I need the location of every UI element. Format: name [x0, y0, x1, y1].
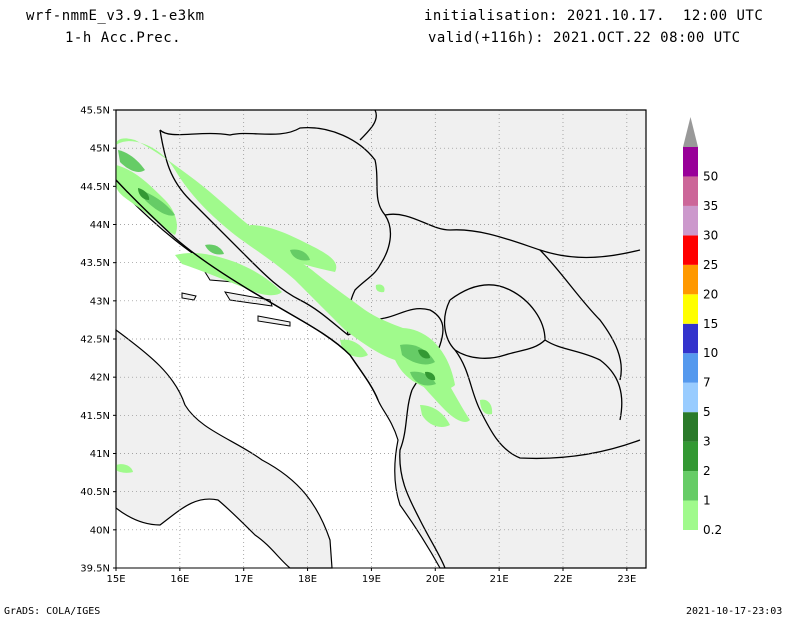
valid-time: valid(+116h): 2021.OCT.22 08:00 UTC: [428, 30, 741, 46]
colorbar-segment: [683, 147, 698, 177]
colorbar-segment: [683, 323, 698, 354]
lat-tick-label: 45N: [90, 144, 110, 155]
colorbar-segment: [683, 264, 698, 295]
colorbar-segment: [683, 353, 698, 383]
colorbar-segment: [683, 382, 698, 413]
lon-tick-label: 19E: [362, 574, 381, 585]
colorbar-label: 30: [703, 228, 718, 242]
colorbar-segment: [683, 500, 698, 530]
lon-tick-label: 16E: [170, 574, 189, 585]
colorbar-label: 5: [703, 405, 711, 419]
lon-tick-label: 17E: [234, 574, 253, 585]
longitude-labels: 15E 16E 17E 18E 19E 20E 21E 22E 23E: [106, 568, 636, 585]
product-name: 1-h Acc.Prec.: [65, 30, 182, 46]
lat-tick-label: 39.5N: [80, 564, 110, 575]
colorbar-label: 25: [703, 258, 718, 272]
precipitation-field: [116, 138, 493, 473]
lat-tick-label: 43.5N: [80, 258, 110, 269]
lon-tick-label: 20E: [426, 574, 445, 585]
lat-tick-label: 42.5N: [80, 335, 110, 346]
lat-tick-label: 45.5N: [80, 106, 110, 117]
lat-tick-label: 44N: [90, 220, 110, 231]
lat-tick-label: 43N: [90, 296, 110, 307]
lon-tick-label: 15E: [106, 574, 125, 585]
colorbar-segment: [683, 471, 698, 501]
colorbar-min-arrow: [683, 530, 698, 556]
colorbar-segment: [683, 441, 698, 472]
software-credit: GrADS: COLA/IGES: [4, 606, 101, 617]
lon-tick-label: 22E: [553, 574, 572, 585]
colorbar-label: 1: [703, 494, 711, 508]
colorbar-label: 15: [703, 317, 718, 331]
lat-tick-label: 41N: [90, 449, 110, 460]
colorbar-label: 7: [703, 376, 711, 390]
colorbar-segment: [683, 412, 698, 442]
colorbar-label: 10: [703, 346, 718, 360]
latitude-labels: 45.5N 45N 44.5N 44N 43.5N 43N 42.5N 42N 41.5N 41N…: [80, 106, 116, 575]
lat-tick-label: 40.5N: [80, 487, 110, 498]
colorbar-label: 0.2: [703, 523, 722, 537]
colorbar-label: 35: [703, 199, 718, 213]
colorbar-label: 2: [703, 464, 711, 478]
model-name: wrf-nmmE_v3.9.1-e3km: [26, 8, 205, 24]
generation-timestamp: 2021-10-17-23:03: [686, 606, 783, 617]
lat-tick-label: 41.5N: [80, 411, 110, 422]
lon-tick-label: 18E: [298, 574, 317, 585]
colorbar-segment: [683, 294, 698, 324]
lat-tick-label: 40N: [90, 525, 110, 536]
initialisation-time: initialisation: 2021.10.17. 12:00 UTC: [424, 8, 764, 24]
lat-tick-label: 44.5N: [80, 182, 110, 193]
colorbar-label: 50: [703, 169, 718, 183]
lon-tick-label: 21E: [490, 574, 509, 585]
colorbar-label: 20: [703, 287, 718, 301]
colorbar-max-arrow: [683, 117, 698, 147]
lat-tick-label: 42N: [90, 373, 110, 384]
colorbar-segment: [683, 235, 698, 265]
adriatic-coastline: [115, 179, 379, 401]
colorbar-segment: [683, 205, 698, 236]
colorbar-label: 3: [703, 435, 711, 449]
colorbar-segment: [683, 176, 698, 206]
lon-tick-label: 23E: [617, 574, 636, 585]
